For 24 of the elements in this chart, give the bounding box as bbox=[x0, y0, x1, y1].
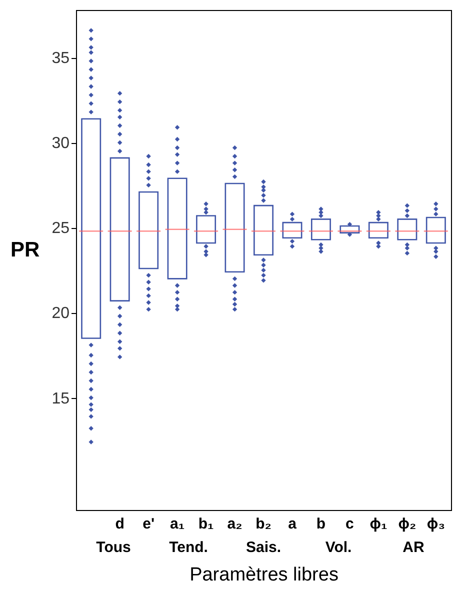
x-tick-label: b bbox=[316, 516, 326, 532]
x-tick-label: b₁ bbox=[198, 516, 214, 532]
text: Vol. bbox=[325, 539, 352, 556]
y-axis-title: PR bbox=[10, 238, 40, 262]
x-tick-label: ϕ₃ bbox=[426, 516, 446, 532]
y-tick-label: 30 bbox=[52, 135, 70, 152]
x-tick-label: d bbox=[115, 516, 124, 532]
x-tick-label: a bbox=[288, 516, 298, 532]
x-axis-title: Paramètres libres bbox=[190, 564, 338, 586]
x-tick-label: ϕ₂ bbox=[398, 516, 416, 532]
text: AR bbox=[402, 539, 424, 556]
x-tick-label: b₂ bbox=[256, 516, 272, 532]
text: Tous bbox=[96, 539, 131, 556]
y-tick-label: 20 bbox=[52, 305, 70, 322]
y-tick-label: 35 bbox=[52, 50, 70, 68]
x-tick-label: c bbox=[346, 516, 354, 532]
y-tick-label: 25 bbox=[52, 220, 70, 238]
x-tick-label: ϕ₁ bbox=[370, 516, 388, 532]
text: Sais. bbox=[246, 539, 282, 556]
x-tick-label: e' bbox=[142, 516, 155, 532]
text: Tend. bbox=[169, 539, 208, 556]
y-tick-label: 15 bbox=[52, 390, 70, 408]
x-tick-label: a₁ bbox=[170, 516, 185, 532]
x-tick-label: a₂ bbox=[227, 516, 242, 532]
